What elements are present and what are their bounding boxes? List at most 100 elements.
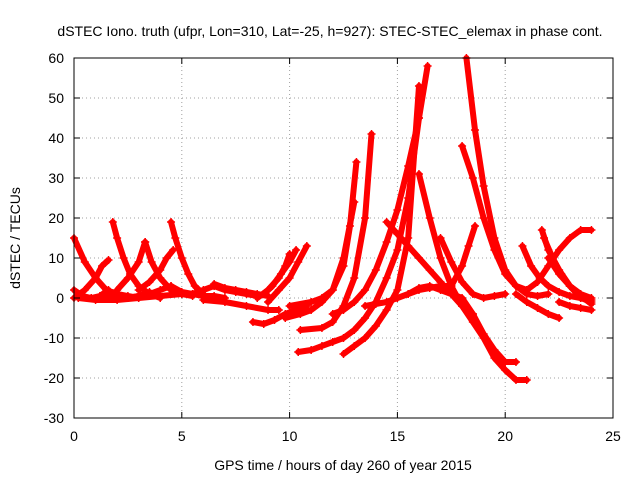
data-point xyxy=(423,62,432,70)
data-point xyxy=(522,376,531,384)
x-tick-label: 20 xyxy=(497,428,513,444)
data-point xyxy=(544,310,553,318)
data-point xyxy=(296,310,305,318)
data-point xyxy=(490,292,499,300)
chart-title: dSTEC Iono. truth (ufpr, Lon=310, Lat=-2… xyxy=(57,23,602,39)
data-point xyxy=(367,130,376,138)
x-tick-labels: 0 5 10 15 20 25 xyxy=(70,428,621,444)
plot-frame xyxy=(73,57,614,419)
data-point xyxy=(345,222,354,230)
data-point xyxy=(294,258,303,266)
data-point xyxy=(177,254,186,262)
data-point xyxy=(248,318,257,326)
data-arc-21 xyxy=(285,158,361,310)
data-point xyxy=(522,286,531,294)
grid xyxy=(74,58,613,418)
data-point xyxy=(294,348,303,356)
data-point xyxy=(414,170,423,178)
data-point xyxy=(317,342,326,350)
data-point xyxy=(167,282,176,290)
data-point xyxy=(242,288,251,296)
data-point xyxy=(544,254,553,262)
data-point xyxy=(113,234,122,242)
data-point xyxy=(447,282,456,290)
data-point xyxy=(147,258,156,266)
data-point xyxy=(468,174,477,182)
data-point xyxy=(184,270,193,278)
data-point xyxy=(350,342,359,350)
data-point xyxy=(270,316,279,324)
axis-ticks xyxy=(73,57,614,419)
data-point xyxy=(555,314,564,322)
data-point xyxy=(587,226,596,234)
series-layer xyxy=(70,54,596,384)
data-arc-14 xyxy=(199,296,283,314)
data-point xyxy=(276,270,285,278)
data-point xyxy=(447,258,456,266)
data-arc-40 xyxy=(555,298,596,314)
data-point xyxy=(80,286,89,294)
data-point xyxy=(414,82,423,90)
data-point xyxy=(555,246,564,254)
data-point xyxy=(113,286,122,294)
data-arc-38 xyxy=(544,254,596,308)
data-point xyxy=(490,246,499,254)
data-point xyxy=(464,242,473,250)
data-point xyxy=(533,278,542,286)
data-arc-line xyxy=(340,83,422,357)
data-point xyxy=(540,234,549,242)
y-tick-label: -10 xyxy=(44,330,64,346)
data-point xyxy=(404,290,413,298)
data-point xyxy=(339,334,348,342)
data-point xyxy=(264,306,273,314)
data-point xyxy=(393,286,402,294)
x-axis-label: GPS time / hours of day 260 of year 2015 xyxy=(214,457,472,473)
data-arc-line xyxy=(463,55,552,299)
data-arc-31 xyxy=(462,54,553,300)
data-point xyxy=(393,246,402,254)
data-point xyxy=(285,274,294,282)
data-point xyxy=(436,286,445,294)
data-point xyxy=(108,218,117,226)
data-point xyxy=(156,294,165,302)
data-point xyxy=(393,230,402,238)
data-point xyxy=(458,302,467,310)
data-arc-23 xyxy=(294,114,423,356)
data-point xyxy=(242,302,251,310)
data-point xyxy=(171,234,180,242)
data-point xyxy=(479,294,488,302)
data-point xyxy=(264,298,273,306)
data-point xyxy=(328,310,337,318)
data-point xyxy=(169,246,178,254)
y-tick-label: -30 xyxy=(44,410,64,426)
data-point xyxy=(119,254,128,262)
data-point xyxy=(511,290,520,298)
data-point xyxy=(274,286,283,294)
data-point xyxy=(190,282,199,290)
data-point xyxy=(350,298,359,306)
data-arc-10 xyxy=(134,246,178,294)
data-point xyxy=(361,334,370,342)
data-point xyxy=(156,266,165,274)
data-point xyxy=(382,274,391,282)
data-point xyxy=(339,262,348,270)
data-arc-35 xyxy=(522,226,596,294)
y-tick-labels: -30 -20 -10 0 10 20 30 40 50 60 xyxy=(44,50,64,426)
data-point xyxy=(156,286,165,294)
data-point xyxy=(210,280,219,288)
data-arc-line xyxy=(286,159,360,309)
data-point xyxy=(544,290,553,298)
data-point xyxy=(307,346,316,354)
data-point xyxy=(104,256,113,264)
data-point xyxy=(393,206,402,214)
data-point xyxy=(328,286,337,294)
data-point xyxy=(285,302,294,310)
data-arc-line xyxy=(114,239,149,293)
data-point xyxy=(576,304,585,312)
y-tick-label: 50 xyxy=(48,90,64,106)
data-point xyxy=(167,218,176,226)
x-tick-label: 25 xyxy=(605,428,621,444)
data-arc-39 xyxy=(511,290,564,322)
data-point xyxy=(414,254,423,262)
